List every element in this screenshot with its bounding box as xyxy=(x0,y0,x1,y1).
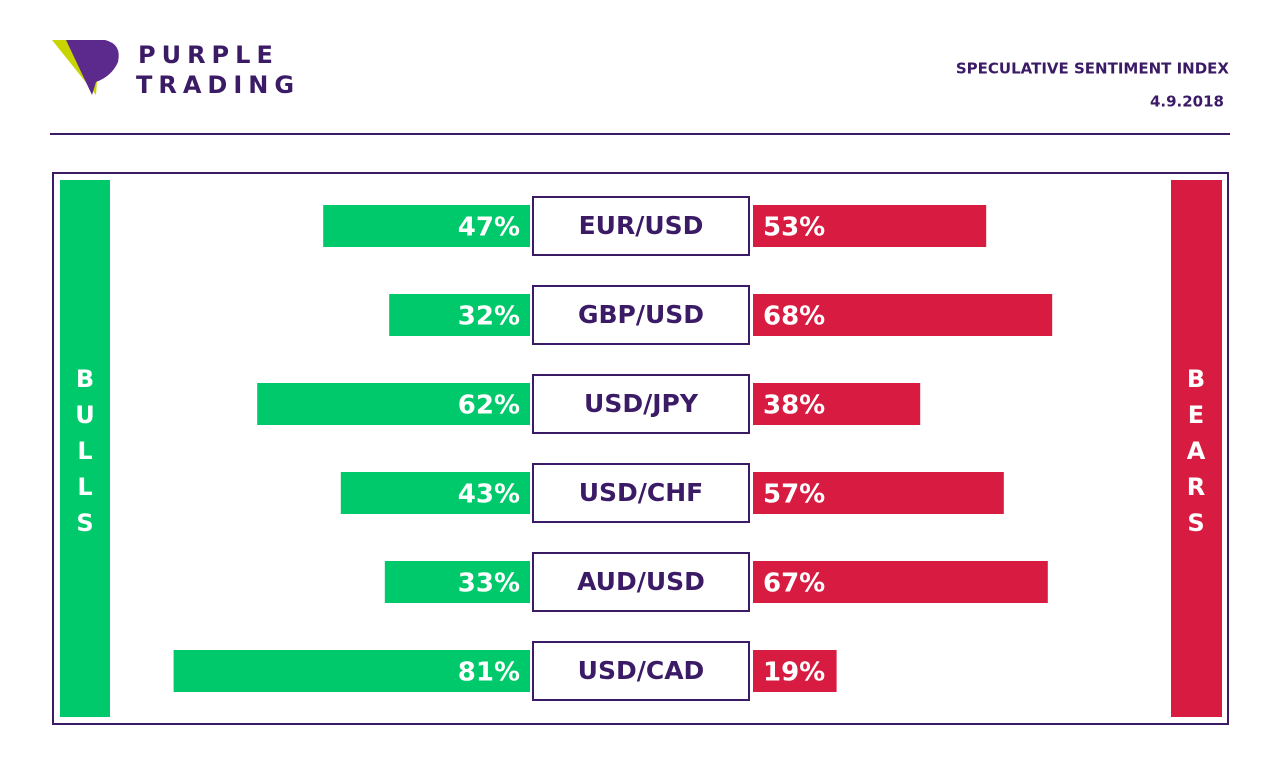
category-box xyxy=(532,374,750,434)
bear-bar xyxy=(753,383,921,425)
category-label: GBP/USD xyxy=(578,300,704,329)
bear-bar xyxy=(753,650,837,692)
category-label: USD/CHF xyxy=(579,478,704,507)
category-box xyxy=(532,552,750,612)
category-label: USD/JPY xyxy=(584,389,699,418)
category-box xyxy=(532,641,750,701)
value-label: 33% xyxy=(458,569,520,599)
bull-bar xyxy=(389,294,530,336)
bull-bar xyxy=(257,383,530,425)
bull-bar xyxy=(173,650,530,692)
category-label: AUD/USD xyxy=(577,567,705,596)
bear-bar xyxy=(753,294,1053,336)
value-label: 67% xyxy=(763,569,825,599)
value-label: 57% xyxy=(763,480,825,510)
logo-mark xyxy=(66,40,119,95)
value-label: 19% xyxy=(763,658,825,688)
category-label: EUR/USD xyxy=(579,211,704,240)
value-label: 47% xyxy=(458,213,520,243)
value-label: 32% xyxy=(458,302,520,332)
value-label: 38% xyxy=(763,391,825,421)
legend-label: BEARS xyxy=(1182,365,1210,545)
frame xyxy=(52,172,1229,725)
value-label: 68% xyxy=(763,302,825,332)
category-box xyxy=(532,285,750,345)
side-bar xyxy=(60,180,110,717)
bear-bar xyxy=(753,205,987,247)
bull-bar xyxy=(340,472,530,514)
category-label: USD/CAD xyxy=(578,656,705,685)
bull-bar xyxy=(323,205,530,247)
legend-label: BULLS xyxy=(71,365,99,545)
category-box xyxy=(532,196,750,256)
value-label: 43% xyxy=(458,480,520,510)
bull-bar xyxy=(384,561,530,603)
side-bar xyxy=(1171,180,1222,717)
logo-text: PURPLE xyxy=(138,41,279,69)
category-box xyxy=(532,463,750,523)
value-label: 62% xyxy=(458,391,520,421)
bear-bar xyxy=(753,561,1048,603)
value-label: 53% xyxy=(763,213,825,243)
bear-bar xyxy=(753,472,1004,514)
chart-subtitle: 4.9.2018 xyxy=(1150,93,1224,111)
logo-text: TRADING xyxy=(136,71,300,99)
value-label: 81% xyxy=(458,658,520,688)
chart-title: SPECULATIVE SENTIMENT INDEX xyxy=(956,60,1230,78)
